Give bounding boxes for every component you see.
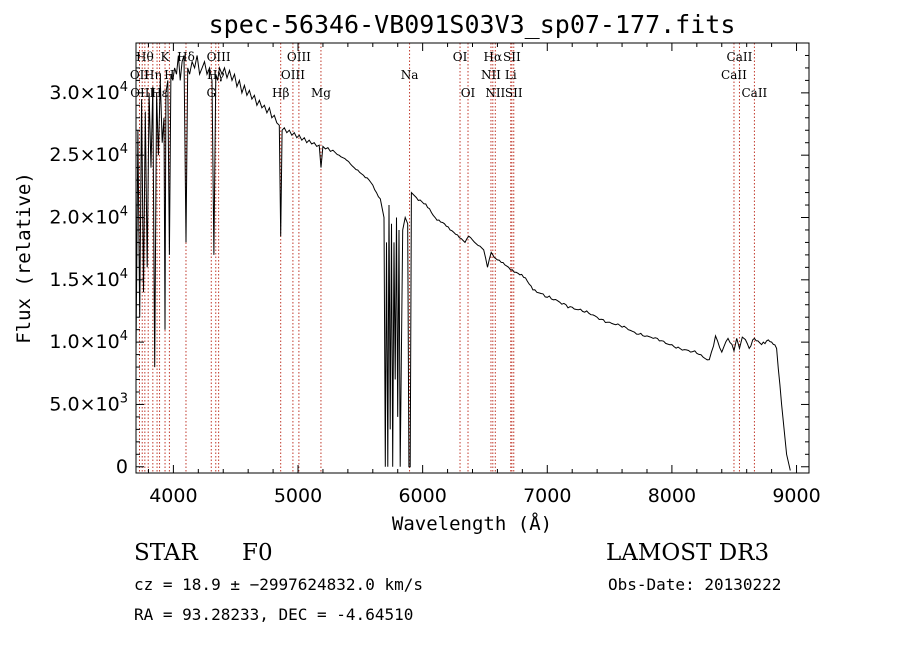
line-label: Hα bbox=[484, 50, 503, 64]
line-label: CaII bbox=[741, 86, 767, 100]
spectral-line-markers bbox=[138, 43, 755, 473]
y-tick-mantissa: 0 bbox=[116, 456, 128, 478]
spectrum-info: STAR F0 LAMOST DR3 cz = 18.9 ± −29976248… bbox=[134, 540, 781, 624]
y-tick-label: 3.0×104 bbox=[49, 80, 128, 104]
line-label: Hβ bbox=[272, 86, 289, 100]
y-tick-label: 2.0×104 bbox=[49, 204, 128, 228]
plot-frame bbox=[135, 42, 810, 474]
y-axis-label: Flux (relative) bbox=[13, 172, 35, 344]
spectral-line-labels: OIIOIIIHθHηHεKHHδGHγOIIIHβOIIIOIIIMgNaOI… bbox=[130, 50, 768, 100]
line-label: Hη bbox=[144, 68, 162, 82]
line-label: OII bbox=[130, 68, 150, 82]
survey-name: LAMOST DR3 bbox=[606, 540, 769, 566]
y-tick-exponent: 4 bbox=[120, 267, 128, 282]
line-label: K bbox=[161, 50, 171, 64]
line-label: H bbox=[164, 68, 174, 82]
x-tick-label: 7000 bbox=[523, 485, 571, 507]
line-label: NII bbox=[485, 86, 505, 100]
line-label: OIII bbox=[207, 50, 231, 64]
y-tick-mantissa: 2.0×10 bbox=[49, 206, 119, 228]
line-label: OIII bbox=[287, 50, 311, 64]
line-label: Na bbox=[401, 68, 419, 82]
line-label: SII bbox=[505, 86, 523, 100]
y-tick-label: 2.5×104 bbox=[49, 142, 128, 166]
y-tick-exponent: 4 bbox=[120, 142, 128, 157]
x-tick-label: 9000 bbox=[772, 485, 820, 507]
x-tick-label: 6000 bbox=[398, 485, 446, 507]
y-tick-exponent: 4 bbox=[120, 80, 128, 95]
line-label: CaII bbox=[727, 50, 753, 64]
y-tick-mantissa: 1.5×10 bbox=[49, 269, 119, 291]
y-tick-mantissa: 5.0×10 bbox=[49, 393, 119, 415]
x-tick-label: 4000 bbox=[149, 485, 197, 507]
line-label: G bbox=[206, 86, 216, 100]
line-label: Mg bbox=[311, 86, 331, 100]
y-tick-label: 0 bbox=[116, 456, 128, 478]
x-tick-label: 8000 bbox=[648, 485, 696, 507]
x-tick-label: 5000 bbox=[274, 485, 322, 507]
y-axis-ticks: 05.0×1031.0×1041.5×1042.0×1042.5×1043.0×… bbox=[49, 54, 809, 478]
spectrum-line bbox=[135, 55, 791, 471]
line-label: CaII bbox=[721, 68, 747, 82]
y-tick-exponent: 4 bbox=[120, 204, 128, 219]
y-tick-mantissa: 3.0×10 bbox=[49, 82, 119, 104]
line-label: Hδ bbox=[177, 50, 195, 64]
y-tick-label: 5.0×103 bbox=[49, 391, 128, 415]
chart-title: spec-56346-VB091S03V3_sp07-177.fits bbox=[209, 10, 736, 39]
line-label: NII bbox=[481, 68, 501, 82]
obs-date: Obs-Date: 20130222 bbox=[608, 575, 781, 594]
object-class: STAR bbox=[134, 540, 198, 566]
line-label: SII bbox=[503, 50, 521, 64]
line-label: OI bbox=[453, 50, 468, 64]
coordinates: RA = 93.28233, DEC = -4.64510 bbox=[134, 605, 413, 624]
line-label: Hθ bbox=[136, 50, 154, 64]
y-tick-label: 1.5×104 bbox=[49, 267, 128, 291]
object-subclass: F0 bbox=[242, 540, 273, 566]
x-axis-label: Wavelength (Å) bbox=[392, 512, 552, 535]
line-label: Li bbox=[505, 68, 517, 82]
y-tick-mantissa: 1.0×10 bbox=[49, 331, 119, 353]
y-tick-mantissa: 2.5×10 bbox=[49, 144, 119, 166]
line-label: OI bbox=[461, 86, 476, 100]
y-tick-exponent: 3 bbox=[120, 391, 128, 406]
y-tick-exponent: 4 bbox=[120, 329, 128, 344]
x-axis-ticks: 4000 5000 6000 7000 8000 9000 bbox=[147, 43, 821, 507]
line-label: OIII bbox=[281, 68, 305, 82]
redshift-text: cz = 18.9 ± −2997624832.0 km/s bbox=[134, 575, 423, 594]
y-tick-label: 1.0×104 bbox=[49, 329, 128, 353]
